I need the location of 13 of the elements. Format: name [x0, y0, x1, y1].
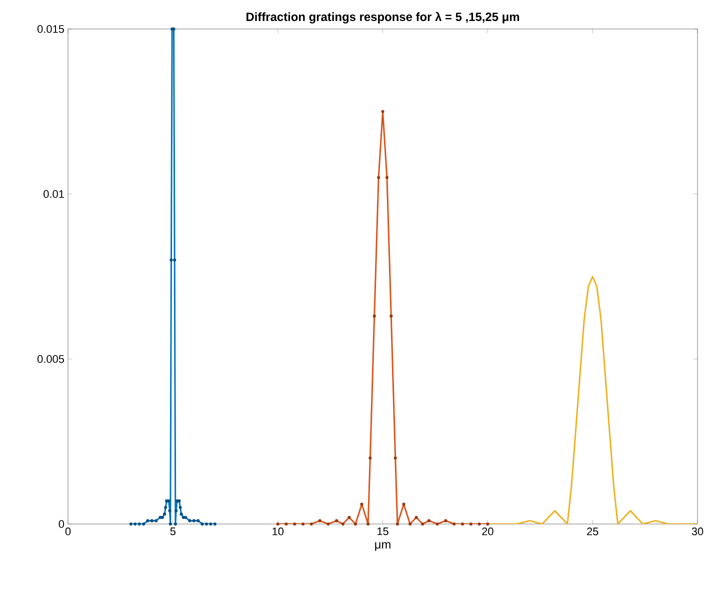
x-tick-label: 15 [377, 528, 388, 536]
x-tick-label: 20 [482, 528, 494, 536]
x-axis-title: μm [375, 542, 390, 551]
chart-title: Diffraction gratings response for λ = 5 ,15,25 μm [246, 12, 520, 24]
x-tick-label: 10 [272, 528, 284, 536]
y-tick-label: 0.005 [37, 355, 64, 363]
x-tick-label: 25 [587, 528, 598, 536]
y-tick-label: 0.015 [37, 25, 64, 33]
x-tick-label: 30 [692, 528, 704, 536]
x-tick-label: 0 [65, 528, 71, 536]
y-tick-label: 0 [58, 520, 64, 528]
y-tick-label: 0.01 [44, 190, 64, 198]
x-tick-label: 5 [170, 528, 176, 536]
